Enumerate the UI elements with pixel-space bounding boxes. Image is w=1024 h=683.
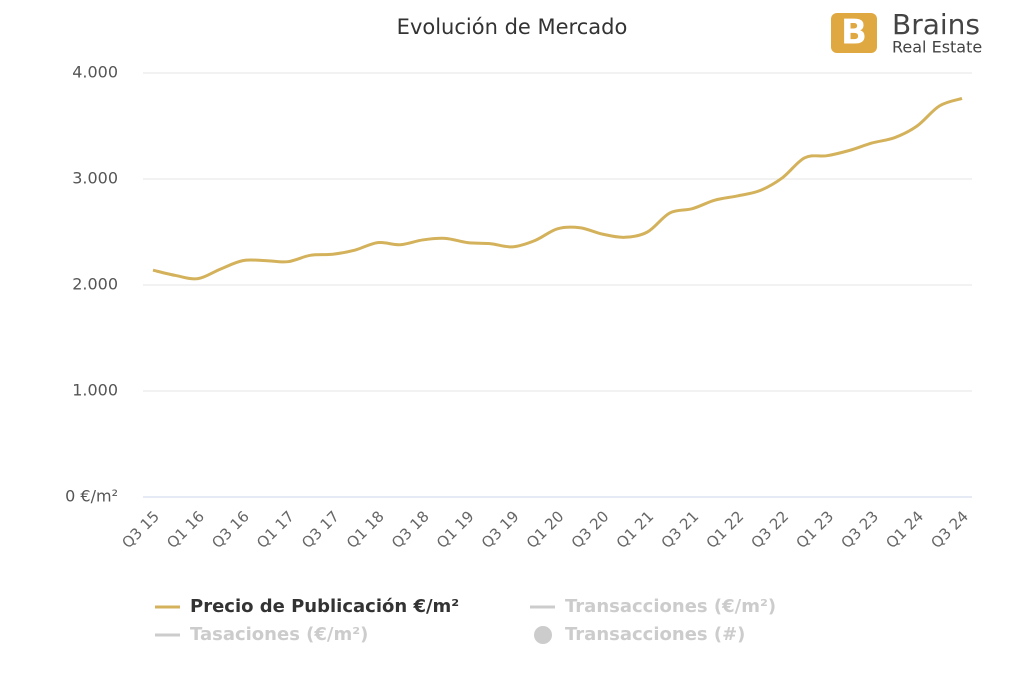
legend-label: Precio de Publicación €/m² (190, 596, 459, 617)
x-tick-label: Q1 21 (613, 507, 658, 552)
x-tick-label: Q3 23 (837, 507, 882, 552)
x-tick-label: Q3 16 (208, 507, 253, 552)
x-tick-label: Q1 23 (792, 507, 837, 552)
logo-subtitle: Real Estate (892, 38, 982, 57)
y-tick-label: 1.000 (72, 381, 118, 400)
y-tick-label: 0 €/m² (65, 487, 118, 506)
x-tick-label: Q3 22 (748, 507, 793, 552)
logo-name: Brains (892, 8, 980, 41)
x-tick-label: Q3 24 (927, 507, 972, 552)
legend-marker (534, 626, 552, 644)
x-tick-label: Q1 20 (523, 507, 568, 552)
chart-title: Evolución de Mercado (397, 15, 628, 39)
x-tick-label: Q3 20 (568, 507, 613, 552)
logo: B Brains Real Estate (831, 8, 982, 57)
y-tick-label: 4.000 (72, 63, 118, 82)
x-tick-label: Q1 24 (882, 507, 927, 552)
logo-letter: B (841, 13, 867, 53)
x-tick-label: Q3 21 (658, 507, 703, 552)
x-tick-label: Q1 19 (433, 507, 478, 552)
x-tick-label: Q3 15 (118, 507, 163, 552)
x-tick-label: Q3 18 (388, 507, 433, 552)
series-line (152, 96, 963, 281)
x-tick-label: Q3 19 (478, 507, 523, 552)
legend-label: Transacciones (€/m²) (565, 596, 776, 617)
x-tick-label: Q1 18 (343, 507, 388, 552)
legend-label: Tasaciones (€/m²) (190, 624, 368, 645)
x-tick-label: Q1 22 (703, 507, 748, 552)
y-tick-label: 2.000 (72, 275, 118, 294)
x-tick-label: Q1 17 (253, 507, 298, 552)
y-tick-label: 3.000 (72, 169, 118, 188)
x-tick-label: Q1 16 (163, 507, 208, 552)
x-tick-label: Q3 17 (298, 507, 343, 552)
logo-badge (831, 13, 877, 53)
legend-label: Transacciones (#) (565, 624, 745, 645)
